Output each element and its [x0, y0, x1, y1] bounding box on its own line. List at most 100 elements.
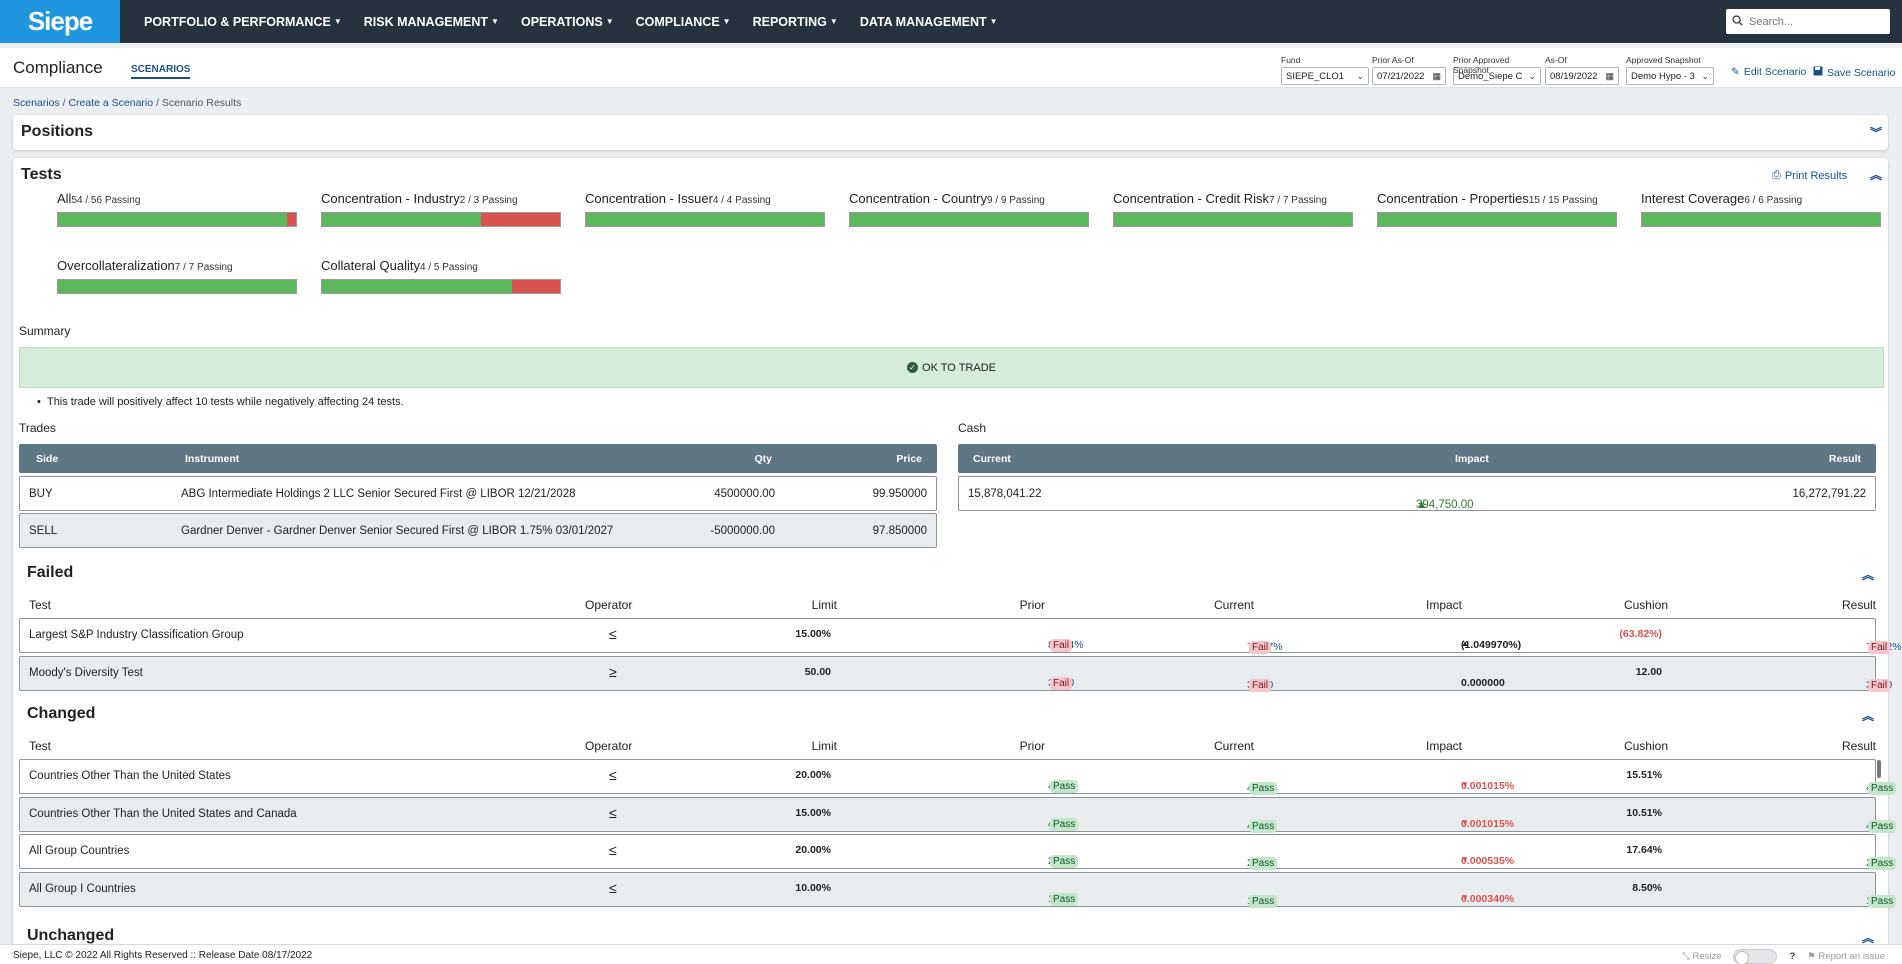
asof-label: As-Of	[1545, 55, 1567, 65]
chevron-down-icon: ▼	[491, 17, 499, 26]
column-header[interactable]: Limit	[811, 739, 837, 753]
test-category[interactable]: Overcollateralization7 / 7 Passing	[57, 258, 297, 294]
search-box	[1726, 9, 1890, 34]
cash-header: Current Impact Result	[958, 444, 1876, 473]
test-category[interactable]: Interest Coverage6 / 6 Passing	[1641, 191, 1881, 227]
chevron-down-icon: ▼	[333, 17, 342, 26]
menu-reporting[interactable]: REPORTING ▼	[752, 14, 838, 29]
operator: ≤	[609, 879, 617, 896]
resize-button[interactable]: ⤡ Resize	[1682, 951, 1722, 962]
column-header[interactable]: Cushion	[1623, 739, 1668, 753]
footer: Siepe, LLC © 2022 All Rights Reserved ::…	[0, 944, 1902, 964]
collapse-chevron-icon[interactable]: ︽	[1862, 568, 1875, 582]
test-row[interactable]: Countries Other Than the United States a…	[19, 796, 1897, 833]
col-qty: Qty	[754, 453, 772, 465]
col-current: Current	[973, 453, 1011, 465]
pass-progress-bar	[321, 212, 561, 227]
save-scenario-button[interactable]: Save Scenario	[1813, 66, 1895, 79]
column-header[interactable]: Current	[1213, 739, 1254, 753]
trade-row[interactable]: BUY ABG Intermediate Holdings 2 LLC Seni…	[19, 476, 937, 511]
chevron-down-icon: ▼	[829, 17, 838, 26]
column-header[interactable]: Prior	[1019, 739, 1045, 753]
check-circle-icon: ✓	[907, 362, 919, 373]
calendar-icon[interactable]: ▦	[1432, 70, 1441, 81]
chevron-down-icon: ▼	[605, 17, 614, 26]
test-category[interactable]: Concentration - Issuer4 / 4 Passing	[585, 191, 825, 227]
test-row[interactable]: All Group Countries ≤ 20.00% 2.36%Pass 2…	[19, 834, 1897, 870]
menu-risk-management[interactable]: RISK MANAGEMENT ▼	[363, 14, 499, 29]
summary-title: Summary	[19, 324, 71, 338]
status-badge: Pass	[1868, 782, 1897, 795]
column-header[interactable]: Prior	[1019, 598, 1045, 612]
edit-scenario-button[interactable]: ✎ Edit Scenario	[1731, 66, 1807, 78]
limit: 15.00%	[795, 628, 831, 640]
chevron-down-icon: ⌄	[1701, 70, 1709, 81]
test-category[interactable]: Concentration - Country9 / 9 Passing	[849, 191, 1089, 227]
column-header[interactable]: Impact	[1425, 598, 1462, 612]
menu-compliance[interactable]: COMPLIANCE ▼	[635, 14, 731, 29]
breadcrumb-scenarios[interactable]: Scenarios	[13, 97, 60, 109]
save-icon	[1813, 66, 1823, 79]
collapse-chevron-icon[interactable]: ︽	[1862, 931, 1875, 945]
column-header[interactable]: Cushion	[1623, 598, 1668, 612]
search-input[interactable]	[1749, 15, 1879, 28]
asof-input[interactable]: 08/19/2022 ▦	[1545, 67, 1619, 85]
test-category[interactable]: Concentration - Industry2 / 3 Passing	[321, 191, 561, 227]
test-category[interactable]: All54 / 56 Passing	[57, 191, 297, 227]
test-category[interactable]: Concentration - Credit Risk7 / 7 Passing	[1113, 191, 1353, 227]
test-row[interactable]: Moody's Diversity Test ≥ 50.00 38.00Fail…	[19, 655, 1892, 692]
test-category-name: All	[57, 191, 72, 206]
prior-asof-input[interactable]: 07/21/2022 ▦	[1372, 67, 1446, 85]
column-header[interactable]: Operator	[585, 739, 633, 753]
prior-snapshot-select[interactable]: Demo_Siepe C ⌄	[1453, 67, 1541, 85]
theme-toggle[interactable]	[1733, 949, 1778, 964]
copyright: Siepe, LLC © 2022 All Rights Reserved ::…	[13, 950, 313, 961]
column-header[interactable]: Result	[1841, 739, 1876, 753]
test-row[interactable]: Largest S&P Industry Classification Grou…	[19, 618, 1902, 654]
test-name: Largest S&P Industry Classification Grou…	[29, 629, 244, 641]
fund-select[interactable]: SIEPE_CLO1 ⌄	[1281, 67, 1369, 85]
print-results-button[interactable]: ⎙ Print Results	[1772, 169, 1848, 182]
scrollbar-thumb[interactable]	[1877, 760, 1881, 778]
collapse-chevron-icon[interactable]: ︽	[1870, 168, 1883, 182]
column-header[interactable]: Test	[29, 739, 52, 753]
column-header[interactable]: Operator	[585, 598, 633, 612]
col-instrument: Instrument	[185, 453, 240, 465]
collapse-chevron-icon[interactable]: ︽	[1862, 709, 1875, 723]
status-badge: Fail	[1050, 676, 1073, 690]
pass-progress-bar	[1377, 212, 1617, 227]
column-header[interactable]: Result	[1841, 598, 1876, 612]
report-issue-link[interactable]: ⚑ Report an issue	[1807, 951, 1885, 962]
test-category[interactable]: Concentration - Properties15 / 15 Passin…	[1377, 191, 1617, 227]
arrow-down-icon: ▼	[1461, 817, 1469, 827]
approved-snapshot-control: Approved Snapshot Demo Hypo - 3 ⌄	[1626, 55, 1714, 85]
menu-portfolio-performance[interactable]: PORTFOLIO & PERFORMANCE ▼	[144, 14, 342, 29]
breadcrumb-create-scenario[interactable]: Create a Scenario	[68, 97, 154, 109]
test-category[interactable]: Collateral Quality4 / 5 Passing	[321, 258, 561, 294]
changed-title: Changed	[27, 705, 96, 722]
trade-row[interactable]: SELL Gardner Denver - Gardner Denver Sen…	[19, 513, 937, 548]
expand-chevron-icon[interactable]: ︾	[1870, 126, 1883, 140]
pass-fill	[322, 213, 481, 226]
approved-snapshot-select[interactable]: Demo Hypo - 3 ⌄	[1626, 67, 1714, 85]
tab-scenarios[interactable]: SCENARIOS	[131, 64, 191, 79]
test-row[interactable]: Countries Other Than the United States ≤…	[19, 759, 1897, 795]
siepe-logo[interactable]: Siepe	[0, 0, 120, 43]
prior-asof-label: Prior As-Of	[1372, 55, 1414, 65]
column-header[interactable]: Current	[1213, 598, 1254, 612]
cushion-value: 10.51%	[1626, 806, 1662, 819]
column-header[interactable]: Impact	[1425, 739, 1462, 753]
chevron-down-icon: ⌄	[1528, 70, 1536, 81]
pass-fill	[586, 213, 824, 226]
failed-title: Failed	[27, 564, 74, 581]
help-icon[interactable]: ?	[1789, 951, 1796, 962]
calendar-icon[interactable]: ▦	[1605, 70, 1614, 81]
column-header[interactable]: Test	[29, 598, 52, 612]
menu-operations[interactable]: OPERATIONS ▼	[520, 14, 614, 29]
pass-fill	[1642, 213, 1880, 226]
fund-control: Fund SIEPE_CLO1 ⌄	[1281, 55, 1369, 85]
column-header[interactable]: Limit	[811, 598, 837, 612]
menu-data-management[interactable]: DATA MANAGEMENT ▼	[859, 14, 998, 29]
test-row[interactable]: All Group I Countries ≤ 10.00% 1.50%Pass…	[19, 871, 1897, 908]
edit-icon: ✎	[1731, 66, 1740, 78]
